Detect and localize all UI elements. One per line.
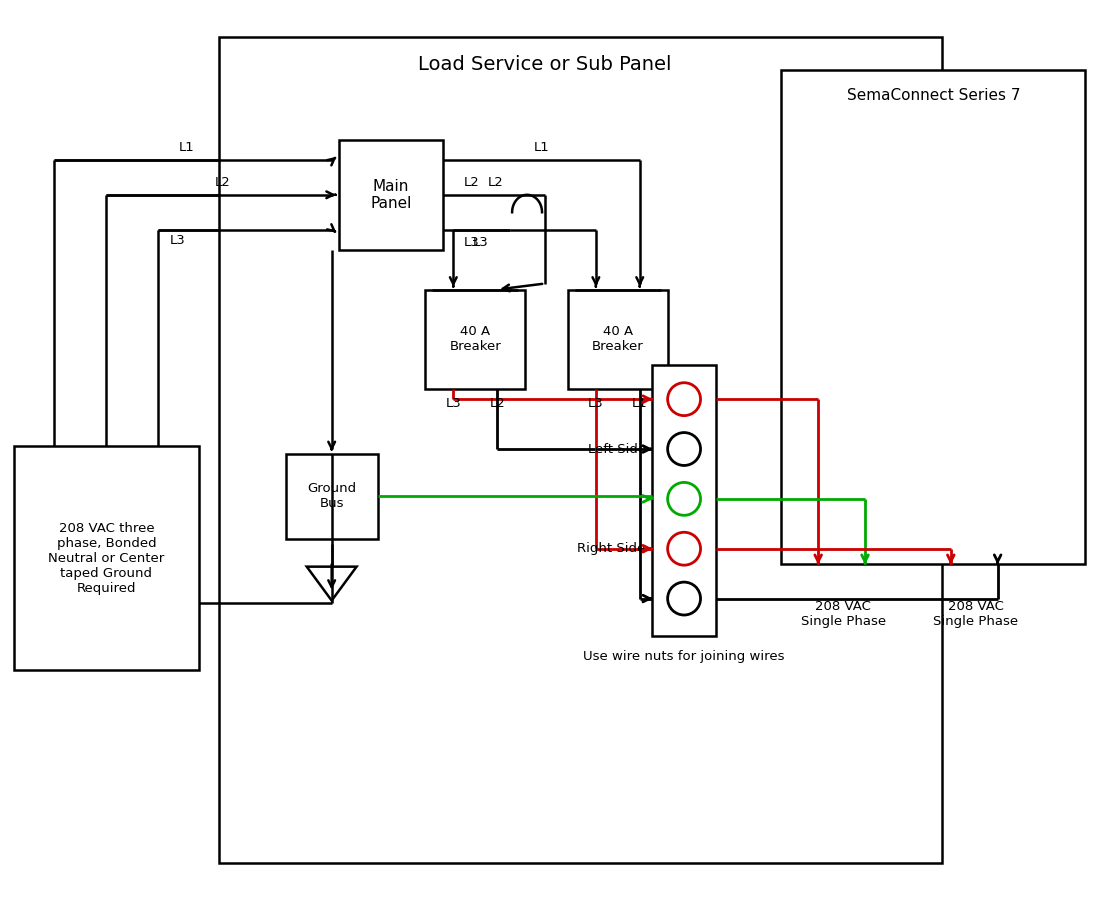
- Bar: [339, 140, 443, 250]
- Bar: [13, 446, 199, 670]
- Text: L1: L1: [534, 141, 549, 154]
- Bar: [286, 454, 377, 539]
- Text: Load Service or Sub Panel: Load Service or Sub Panel: [418, 55, 671, 75]
- Text: 40 A
Breaker: 40 A Breaker: [450, 325, 502, 354]
- Text: L1: L1: [631, 397, 648, 410]
- Text: L3: L3: [446, 397, 461, 410]
- Text: SemaConnect Series 7: SemaConnect Series 7: [847, 88, 1020, 103]
- Text: L3: L3: [588, 397, 604, 410]
- Bar: [568, 289, 668, 389]
- Text: Use wire nuts for joining wires: Use wire nuts for joining wires: [583, 650, 784, 663]
- Text: 208 VAC
Single Phase: 208 VAC Single Phase: [933, 600, 1019, 627]
- Text: Right Side: Right Side: [578, 542, 646, 555]
- Text: 208 VAC
Single Phase: 208 VAC Single Phase: [801, 600, 886, 627]
- Bar: [781, 70, 1086, 564]
- Text: 40 A
Breaker: 40 A Breaker: [592, 325, 644, 354]
- Text: L3: L3: [473, 235, 490, 249]
- Text: L3: L3: [170, 234, 186, 246]
- Text: Left Side: Left Side: [587, 443, 646, 455]
- Bar: [651, 365, 716, 636]
- Text: L3: L3: [464, 235, 480, 249]
- Text: L2: L2: [214, 175, 230, 189]
- Bar: [219, 37, 942, 863]
- Text: L2: L2: [464, 175, 480, 189]
- Text: 208 VAC three
phase, Bonded
Neutral or Center
taped Ground
Required: 208 VAC three phase, Bonded Neutral or C…: [48, 522, 165, 594]
- Text: Ground
Bus: Ground Bus: [307, 483, 356, 510]
- Bar: [426, 289, 525, 389]
- Text: L2: L2: [490, 397, 505, 410]
- Text: Main
Panel: Main Panel: [371, 178, 411, 211]
- Text: L1: L1: [178, 141, 195, 154]
- Text: L2: L2: [488, 175, 504, 189]
